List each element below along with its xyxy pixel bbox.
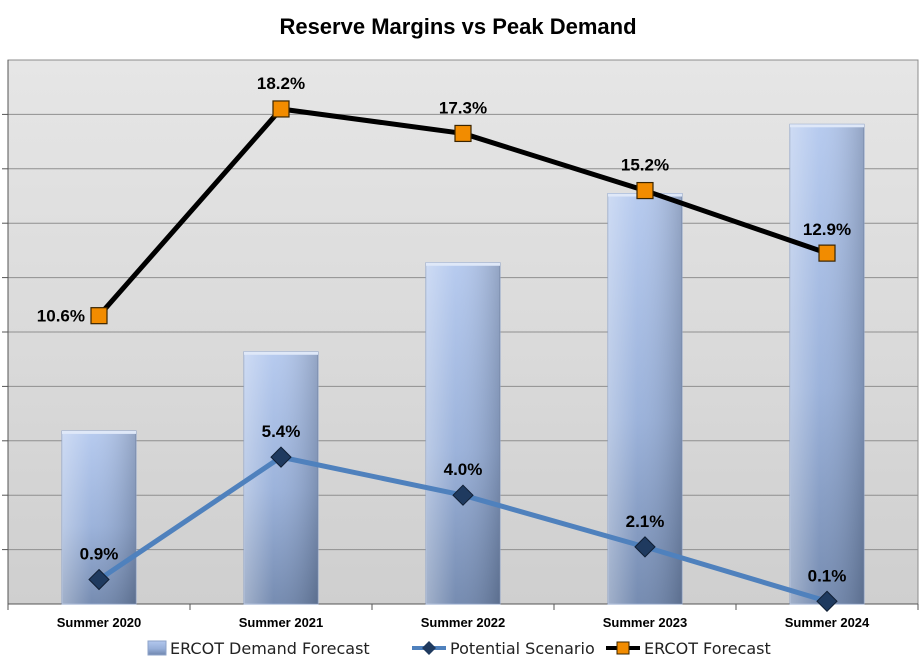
diamond-marker: [634, 536, 656, 558]
square-marker: [272, 100, 290, 118]
bar: [789, 123, 865, 605]
x-tick-label: Summer 2022: [421, 615, 506, 630]
diamond-marker: [816, 590, 838, 612]
data-label: 17.3%: [439, 98, 487, 117]
legend-label: ERCOT Demand Forecast: [170, 639, 370, 658]
legend-label: Potential Scenario: [450, 639, 595, 658]
data-label: 0.9%: [80, 545, 119, 564]
bar-top-highlight: [244, 351, 318, 355]
legend-marker: [616, 641, 630, 655]
legend-swatch: [147, 640, 167, 656]
bar-shading: [426, 262, 500, 604]
data-label: 12.9%: [803, 220, 851, 239]
square-marker: [818, 244, 836, 262]
bar-shading: [790, 124, 864, 605]
diamond-marker: [270, 446, 292, 468]
square-marker: [90, 307, 108, 325]
bar-top-highlight: [790, 124, 864, 128]
legend-label: ERCOT Forecast: [644, 639, 771, 658]
data-label: 2.1%: [626, 512, 665, 531]
bar: [607, 193, 683, 605]
bar: [425, 262, 501, 605]
data-label: 15.2%: [621, 156, 669, 175]
data-label: 10.6%: [37, 307, 85, 326]
legend-item: Potential Scenario: [412, 639, 595, 658]
legend-item: ERCOT Forecast: [606, 639, 771, 658]
x-tick-label: Summer 2020: [57, 615, 142, 630]
bar: [243, 351, 319, 605]
bar-top-highlight: [62, 430, 136, 434]
diamond-marker: [452, 484, 474, 506]
data-label: 0.1%: [808, 566, 847, 585]
data-label: 4.0%: [444, 460, 483, 479]
legend-marker: [422, 641, 436, 655]
data-label: 5.4%: [262, 422, 301, 441]
x-tick-label: Summer 2024: [785, 615, 870, 630]
x-tick-label: Summer 2021: [239, 615, 324, 630]
data-label: 18.2%: [257, 74, 305, 93]
square-marker: [636, 181, 654, 200]
legend: ERCOT Demand Forecast Potential Scenario E…: [147, 639, 771, 658]
diamond-marker: [88, 568, 110, 591]
legend-item: ERCOT Demand Forecast: [147, 639, 370, 658]
x-tick-label: Summer 2023: [603, 615, 688, 630]
square-marker: [454, 124, 472, 143]
bar-top-highlight: [426, 262, 500, 266]
bar-shading: [608, 193, 682, 604]
bar-shading: [244, 351, 318, 604]
chart-title: Reserve Margins vs Peak Demand: [279, 14, 636, 39]
